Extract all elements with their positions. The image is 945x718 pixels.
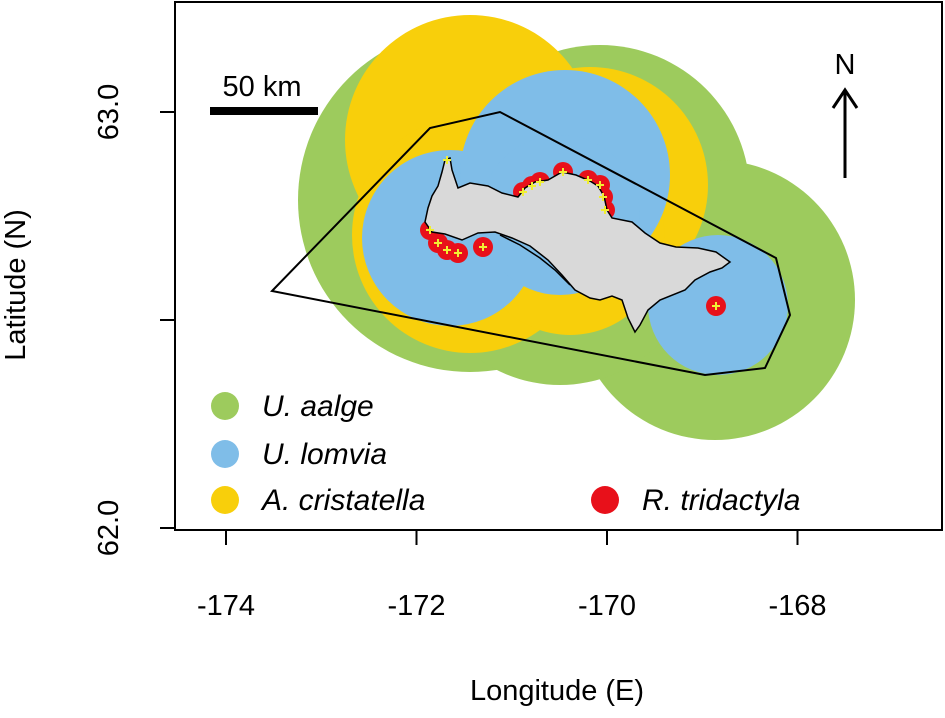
y-tick-label: 63.0 [93, 84, 125, 140]
legend-label-a-cristatella: A. cristatella [260, 484, 425, 517]
north-arrow-label: N [835, 49, 856, 81]
legend: U. aalge U. lomvia A. cristatella R. tri… [211, 390, 800, 517]
legend-swatch-u-aalge [211, 392, 239, 420]
legend-label-u-lomvia: U. lomvia [262, 438, 387, 471]
island-inlet [499, 234, 571, 286]
y-tick-label: 62.0 [93, 500, 125, 556]
scale-bar-label: 50 km [223, 71, 302, 103]
legend-swatch-a-cristatella [211, 486, 239, 514]
legend-label-r-tridactyla: R. tridactyla [642, 484, 800, 517]
colony-markers [426, 156, 720, 310]
scale-bar: 50 km [210, 71, 318, 115]
plot-frame [174, 1, 943, 531]
study-area-polygon [269, 110, 792, 377]
legend-swatch-u-lomvia [211, 440, 239, 468]
legend-label-u-aalge: U. aalge [262, 390, 374, 423]
map-layers [269, 15, 855, 440]
legend-swatch-r-tridactyla [591, 486, 619, 514]
x-tick-label: -168 [768, 590, 826, 622]
y-axis: 62.063.064.0 [93, 84, 175, 556]
x-tick-label: -172 [387, 590, 445, 622]
x-axis: -174 -172 -170 -168 [197, 530, 827, 622]
y-axis-title: Latitude (N) [0, 209, 32, 361]
island-shape [424, 156, 732, 334]
x-tick-label: -170 [578, 590, 636, 622]
x-tick-label: -174 [197, 590, 255, 622]
x-axis-title: Longitude (E) [470, 675, 644, 707]
north-arrow: N [831, 49, 859, 178]
north-arrow-head-icon [831, 87, 859, 109]
